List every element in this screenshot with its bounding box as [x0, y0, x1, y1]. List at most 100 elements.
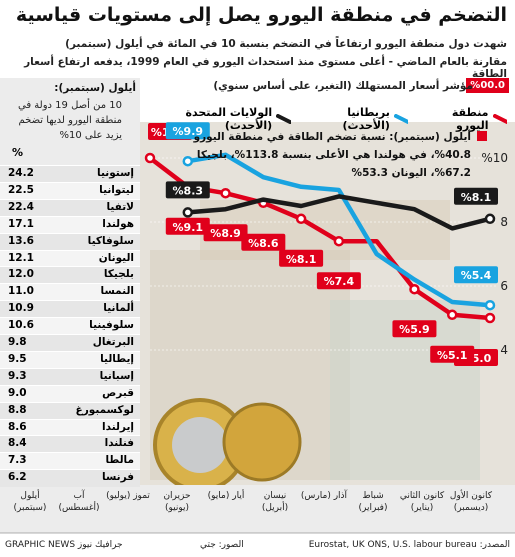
country: فنلندا	[104, 437, 134, 450]
country: فرنسا	[102, 471, 134, 484]
table-row: مالطا 7.3	[0, 452, 140, 471]
value: 6.2	[8, 471, 27, 484]
data-point	[182, 155, 194, 167]
data-point	[220, 187, 231, 199]
country: ألمانيا	[103, 302, 134, 315]
data-point	[484, 299, 496, 311]
x-tick-label: تموز (يوليو)	[106, 491, 150, 501]
data-point	[409, 283, 420, 295]
value: 7.3	[8, 454, 27, 467]
coin-center	[172, 417, 228, 473]
x-tick-label: آذار (مارس)	[300, 491, 348, 501]
legend-title: مؤشر أسعار المستهلك (التغير، على أساس سن…	[213, 80, 473, 92]
table-row: إيطاليا 9.5	[0, 350, 140, 369]
value-label: %8.3	[173, 184, 204, 197]
x-tick-label: شباط (فبراير)	[358, 491, 388, 513]
x-tick-label: آب (أغسطس)	[58, 491, 100, 513]
source: المصدر: Eurostat, UK ONS, U.S. labour bu…	[308, 540, 510, 550]
table-unit: %	[12, 146, 24, 159]
value: 10.9	[8, 302, 34, 315]
value: 9.8	[8, 336, 27, 348]
coin	[222, 402, 302, 482]
legend-swatch-line	[492, 114, 507, 124]
y-tick-label: 8	[500, 215, 508, 229]
series-line	[185, 152, 493, 308]
value-label: %9.1	[173, 221, 204, 234]
value: 8.6	[8, 420, 27, 433]
value: 12.1	[8, 251, 34, 264]
value-label: %5.1	[437, 349, 468, 362]
country: إسبانيا	[99, 369, 134, 382]
x-tick-label: أيار (مايو)	[207, 491, 245, 501]
value-label-box	[165, 217, 210, 235]
data-point	[484, 312, 496, 324]
value-label: %5.9	[399, 323, 430, 336]
country: النمسا	[100, 285, 135, 298]
subtitle: شهدت دول منطقة اليورو ارتفاعاً في التضخم…	[65, 38, 507, 50]
y-tick-label: 4	[500, 343, 508, 357]
value-label-box	[165, 181, 210, 199]
y-tick-label: %10	[481, 151, 508, 165]
legend-item: الولايات المتحدة (الأحدث)	[147, 106, 291, 132]
value: 11.0	[8, 285, 34, 298]
data-point	[182, 207, 194, 218]
table-row: بلجيكا 12.0	[0, 266, 140, 285]
x-tick-label: كانون الأول (ديسمبر)	[449, 491, 493, 513]
table-row: قبرص 9.0	[0, 384, 140, 403]
x-tick-label: نيسان (أبريل)	[261, 491, 289, 513]
value-label: %8.1	[461, 191, 492, 204]
value: 9.5	[8, 352, 27, 365]
value: 13.6	[8, 234, 34, 247]
country: مالطا	[105, 454, 134, 467]
value-label: %8.1	[286, 253, 317, 266]
legend-swatch	[276, 114, 291, 124]
table-row: لوكسمبورغ 8.8	[0, 401, 140, 420]
country: إيرلندا	[102, 420, 134, 433]
table-row: سلوفينيا 10.6	[0, 317, 140, 336]
data-point	[446, 309, 458, 321]
annotation: أيلول (سبتمبر): نسبة تضخم الطاقة في منطق…	[193, 131, 471, 179]
legend-item: بريطانيا (الأحدث)	[305, 106, 409, 132]
legend-swatch-line	[276, 114, 291, 124]
data-point	[333, 235, 345, 247]
data-point	[295, 213, 307, 225]
data-point	[144, 152, 156, 164]
value: 9.0	[8, 386, 27, 399]
table-row: النمسا 11.0	[0, 283, 140, 302]
value: 22.5	[8, 183, 34, 196]
value-label-box	[241, 233, 286, 251]
table-note: 10 من أصل 19 دولة في منطقة اليورو لديها …	[18, 100, 122, 141]
table-row: إسبانيا 9.3	[0, 367, 140, 386]
table-row: إستونيا 24.2	[0, 165, 140, 183]
country: سلوفاكيا	[87, 234, 134, 247]
table-row: ليتوانيا 22.5	[0, 181, 140, 200]
table-row: هولندا 17.1	[0, 215, 140, 234]
value-label-box	[454, 187, 498, 205]
subtitle: مقارنة بالعام الماضي - أعلى مستوى منذ اس…	[24, 56, 507, 80]
country: لوكسمبورغ	[75, 403, 134, 416]
value-label-box	[430, 345, 475, 363]
photo-credit: الصور: جتي	[200, 540, 244, 550]
plot: 468%10%5.0%5.1%5.9%7.4%8.1%8.6%8.9%9.1%1…	[144, 122, 508, 366]
value-label: %8.6	[248, 237, 279, 250]
value: 17.1	[8, 217, 34, 230]
value-label-box	[279, 249, 324, 267]
legend-sample: %00.0	[466, 78, 509, 93]
table-row: إيرلندا 8.6	[0, 418, 140, 437]
x-tick-label: حزيران (يونيو)	[163, 491, 191, 513]
table-row: فرنسا 6.2	[0, 469, 140, 488]
x-tick-label: كانون الثاني (يناير)	[399, 491, 445, 513]
value-label-box	[454, 266, 498, 284]
country: قبرص	[102, 386, 134, 399]
country: لاتفيا	[106, 200, 134, 213]
country: إيطاليا	[100, 352, 134, 365]
title: التضخم في منطقة اليورو يصل إلى مستويات ق…	[15, 4, 507, 26]
country: اليونان	[98, 251, 134, 264]
value-label: %8.9	[210, 227, 241, 240]
country: هولندا	[102, 217, 134, 230]
table-row: اليونان 12.1	[0, 249, 140, 268]
table-row: فنلندا 8.4	[0, 435, 140, 454]
table-row: ألمانيا 10.9	[0, 300, 140, 319]
legend-item: منطقة اليورو	[422, 106, 507, 132]
